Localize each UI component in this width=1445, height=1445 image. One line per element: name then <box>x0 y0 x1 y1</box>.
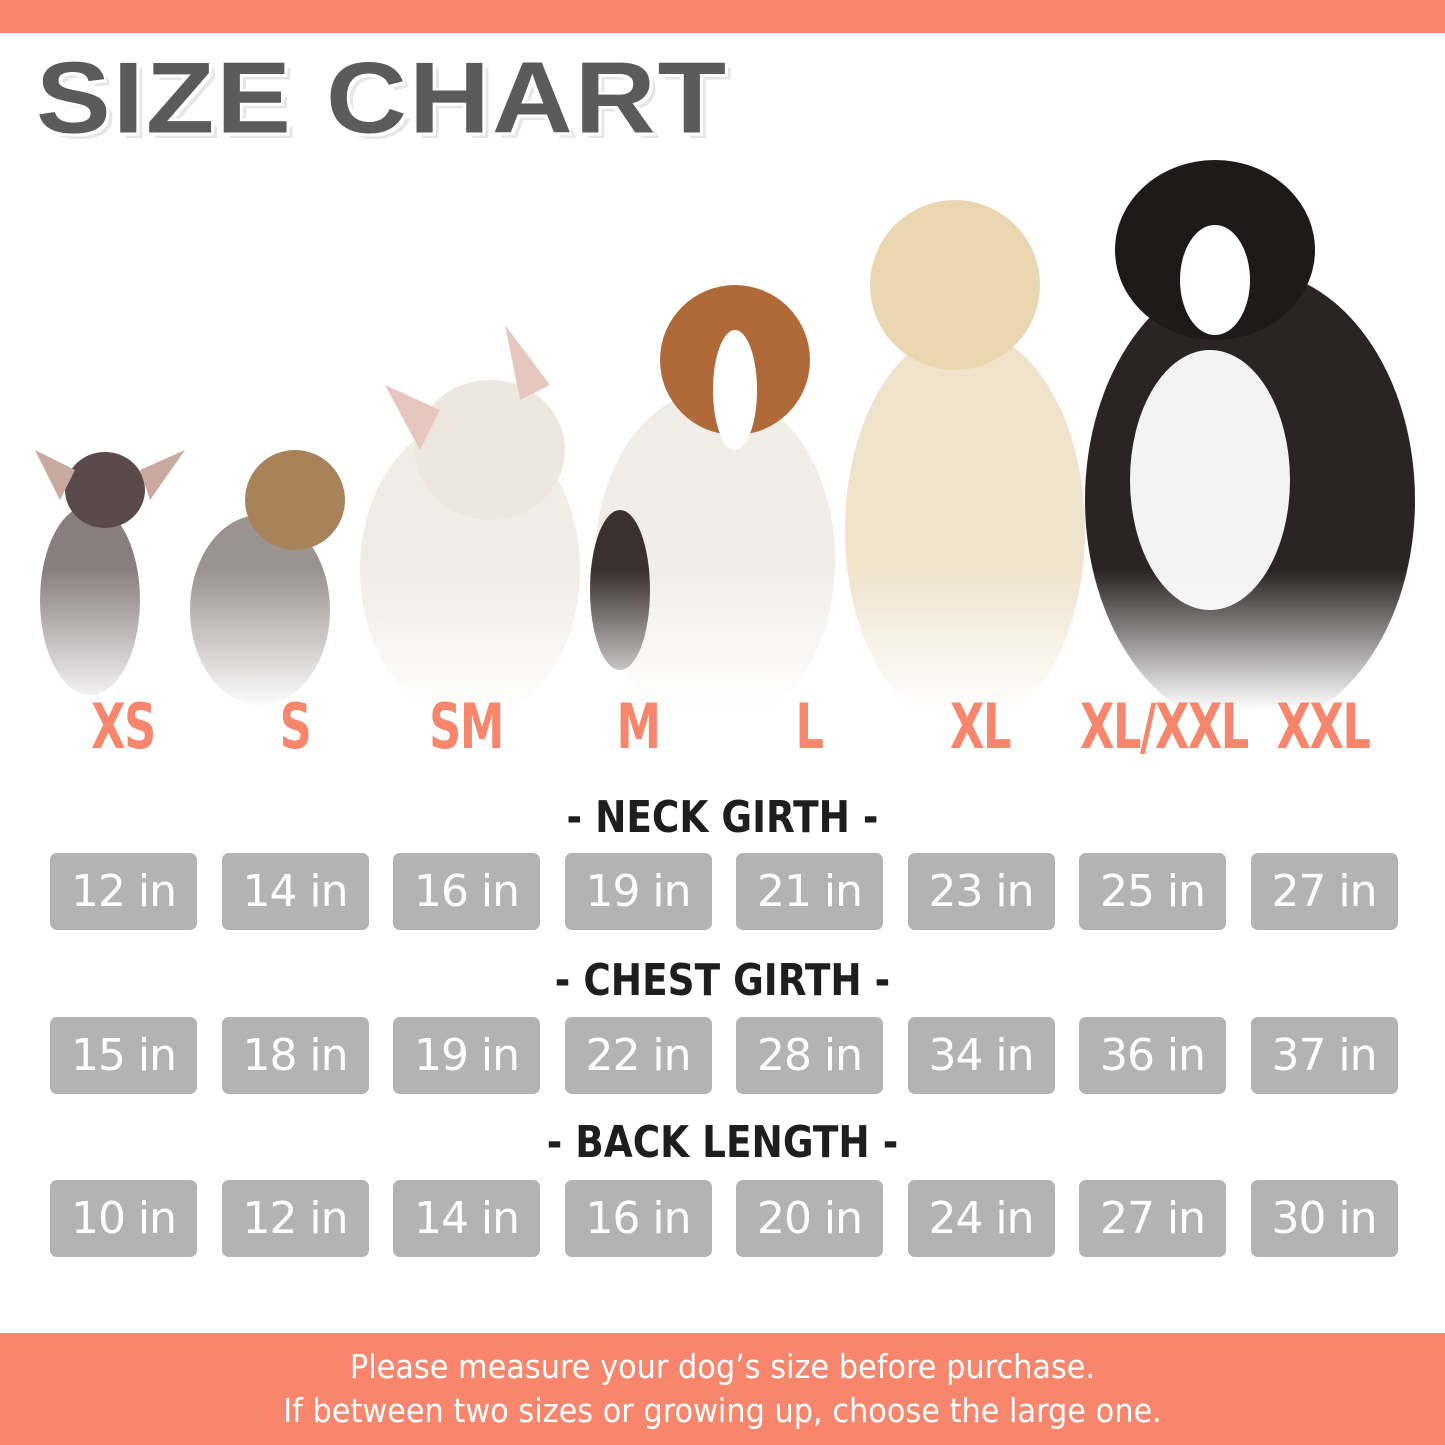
back-length-value: 24 in <box>907 1180 1055 1257</box>
page-title: SIZE CHART <box>36 41 728 155</box>
chest-girth-value: 37 in <box>1250 1017 1398 1094</box>
neck-girth-value: 16 in <box>393 853 540 930</box>
neck-girth-heading: - NECK GIRTH - <box>566 792 879 843</box>
size-label: SM <box>429 690 504 763</box>
back-length-heading: - BACK LENGTH - <box>546 1117 899 1168</box>
size-label: XXL <box>1276 690 1371 763</box>
chest-girth-value: 34 in <box>907 1017 1055 1094</box>
back-length-row: 10 in 12 in 14 in 16 in 20 in 24 in 27 in 30 in <box>0 1180 1445 1257</box>
footer-line-1: Please measure your dog’s size before pu… <box>349 1347 1096 1386</box>
neck-girth-value: 14 in <box>221 853 369 930</box>
size-label: XL <box>950 690 1011 763</box>
back-length-value: 12 in <box>221 1180 369 1257</box>
back-length-value: 27 in <box>1079 1180 1226 1257</box>
back-length-value: 14 in <box>393 1180 540 1257</box>
size-label: XL/XXL <box>1080 690 1249 763</box>
footer-line-2: If between two sizes or growing up, choo… <box>283 1391 1162 1430</box>
back-length-value: 20 in <box>736 1180 883 1257</box>
neck-girth-row: 12 in 14 in 16 in 19 in 21 in 23 in 25 in 27 in <box>0 853 1445 930</box>
neck-girth-value: 25 in <box>1079 853 1226 930</box>
size-labels: XS S SM M L XL XL/XXL XXL <box>0 690 1445 763</box>
neck-girth-value: 23 in <box>907 853 1055 930</box>
size-label: M <box>616 690 661 763</box>
top-accent-bar <box>0 0 1445 33</box>
chest-girth-value: 18 in <box>221 1017 369 1094</box>
chest-girth-value: 15 in <box>50 1017 197 1094</box>
back-length-value: 10 in <box>50 1180 197 1257</box>
back-length-value: 30 in <box>1250 1180 1398 1257</box>
size-label: L <box>795 690 823 763</box>
footer-note: Please measure your dog’s size before pu… <box>0 1333 1445 1445</box>
chest-girth-value: 28 in <box>736 1017 883 1094</box>
chest-girth-value: 22 in <box>564 1017 712 1094</box>
back-length-value: 16 in <box>564 1180 712 1257</box>
neck-girth-value: 21 in <box>736 853 883 930</box>
chest-girth-heading: - CHEST GIRTH - <box>554 955 891 1006</box>
neck-girth-value: 12 in <box>50 853 197 930</box>
neck-girth-value: 19 in <box>564 853 712 930</box>
chest-girth-value: 19 in <box>393 1017 540 1094</box>
size-label: S <box>279 690 312 763</box>
dog-photos <box>0 150 1445 710</box>
chest-girth-row: 15 in 18 in 19 in 22 in 28 in 34 in 36 in 37 in <box>0 1017 1445 1094</box>
size-label: XS <box>91 690 156 763</box>
chest-girth-value: 36 in <box>1079 1017 1226 1094</box>
neck-girth-value: 27 in <box>1250 853 1398 930</box>
